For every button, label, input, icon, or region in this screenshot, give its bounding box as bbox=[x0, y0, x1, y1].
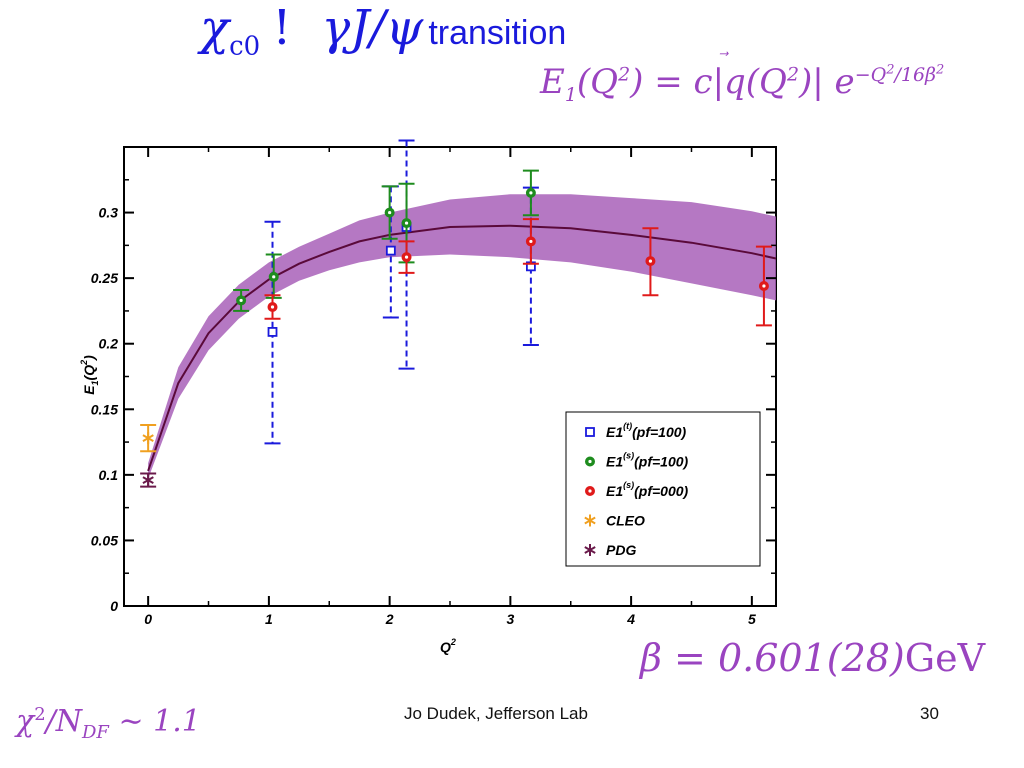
fit-band bbox=[148, 194, 777, 479]
y-tick-label: 0.2 bbox=[99, 336, 119, 352]
series-2 bbox=[264, 218, 772, 327]
data-point-marker-center bbox=[762, 284, 766, 288]
legend-marker bbox=[584, 516, 596, 525]
y-tick-label: 0.15 bbox=[91, 401, 118, 417]
series-4 bbox=[140, 472, 157, 488]
axis-ticks bbox=[124, 147, 776, 607]
title-word: transition bbox=[428, 14, 567, 52]
series-1 bbox=[233, 169, 539, 312]
data-point-marker-center bbox=[404, 255, 409, 259]
x-tick-label: 3 bbox=[506, 611, 514, 627]
y-tick-label: 0.05 bbox=[91, 532, 118, 548]
slide-title: χc0! γJ/ψ transition bbox=[200, 0, 566, 62]
fit-curve bbox=[147, 224, 777, 472]
title-bang: ! bbox=[272, 0, 292, 56]
legend: E1(t)(pf=100) E1(s)(pf=100) E1(s)(pf=000) C… bbox=[565, 411, 761, 567]
legend-label: E1(s)(pf=000) bbox=[606, 480, 689, 499]
legend-marker-center bbox=[588, 489, 592, 493]
x-axis-label: Q2 bbox=[440, 637, 456, 655]
x-tick-label: 1 bbox=[265, 611, 273, 627]
legend-label: CLEO bbox=[606, 513, 645, 529]
data-point-marker-center bbox=[270, 305, 275, 309]
legend-marker bbox=[584, 546, 596, 554]
legend-label: E1(s)(pf=100) bbox=[606, 451, 689, 470]
legend-label: PDG bbox=[606, 542, 636, 558]
y-tick-label: 0.25 bbox=[91, 270, 118, 286]
data-point-marker-center bbox=[239, 298, 243, 303]
legend-marker-center bbox=[588, 459, 592, 464]
data-points bbox=[140, 139, 772, 488]
data-point-marker-center bbox=[529, 191, 533, 195]
beta-value: β = 0.601(28)GeV bbox=[640, 636, 986, 680]
data-point-marker-center bbox=[272, 275, 276, 279]
tick-labels: 0 1 2 3 4 5 0 0.05 0.1 0.15 0.2 0.25 0.3 bbox=[91, 205, 756, 627]
footer-author: Jo Dudek, Jefferson Lab bbox=[404, 704, 588, 723]
data-point-marker-center bbox=[388, 210, 392, 215]
x-tick-label: 4 bbox=[626, 611, 635, 627]
series-0 bbox=[264, 139, 539, 445]
legend-box bbox=[565, 411, 761, 567]
data-point-marker-center bbox=[404, 221, 409, 225]
y-tick-label: 0.3 bbox=[99, 205, 119, 221]
y-tick-label: 0 bbox=[110, 598, 118, 614]
title-chi: χc0 bbox=[200, 0, 261, 62]
x-tick-label: 2 bbox=[385, 611, 394, 627]
legend-marker bbox=[585, 427, 595, 437]
e1-chart: 0 1 2 3 4 5 0 0.05 0.1 0.15 0.2 0.25 0.3 Q2 E1(Q2) E… bbox=[79, 139, 777, 655]
legend-label: E1(t)(pf=100) bbox=[606, 421, 687, 440]
data-point-marker bbox=[142, 434, 154, 443]
fit-band-area bbox=[148, 194, 777, 479]
page-number: 30 bbox=[920, 704, 939, 723]
x-tick-label: 0 bbox=[144, 611, 152, 627]
y-axis-label: E1(Q2) bbox=[79, 355, 100, 395]
series-3 bbox=[140, 424, 157, 453]
title-gamma-jpsi: γJ/ψ bbox=[321, 0, 424, 56]
data-point-marker-center bbox=[529, 239, 533, 244]
data-point-marker bbox=[385, 245, 396, 256]
e1-formula: E1(Q2) = c|q⃗(Q2)| e−Q2/16β2 bbox=[540, 62, 945, 106]
data-point-marker bbox=[267, 327, 278, 337]
x-tick-label: 5 bbox=[748, 611, 756, 627]
chi2-per-ndf: χ2/NDF ∼ 1.1 bbox=[16, 704, 201, 743]
y-tick-label: 0.1 bbox=[99, 467, 119, 483]
data-point-marker bbox=[142, 476, 154, 484]
fit-central-line bbox=[147, 224, 777, 472]
data-point-marker-center bbox=[648, 259, 653, 263]
